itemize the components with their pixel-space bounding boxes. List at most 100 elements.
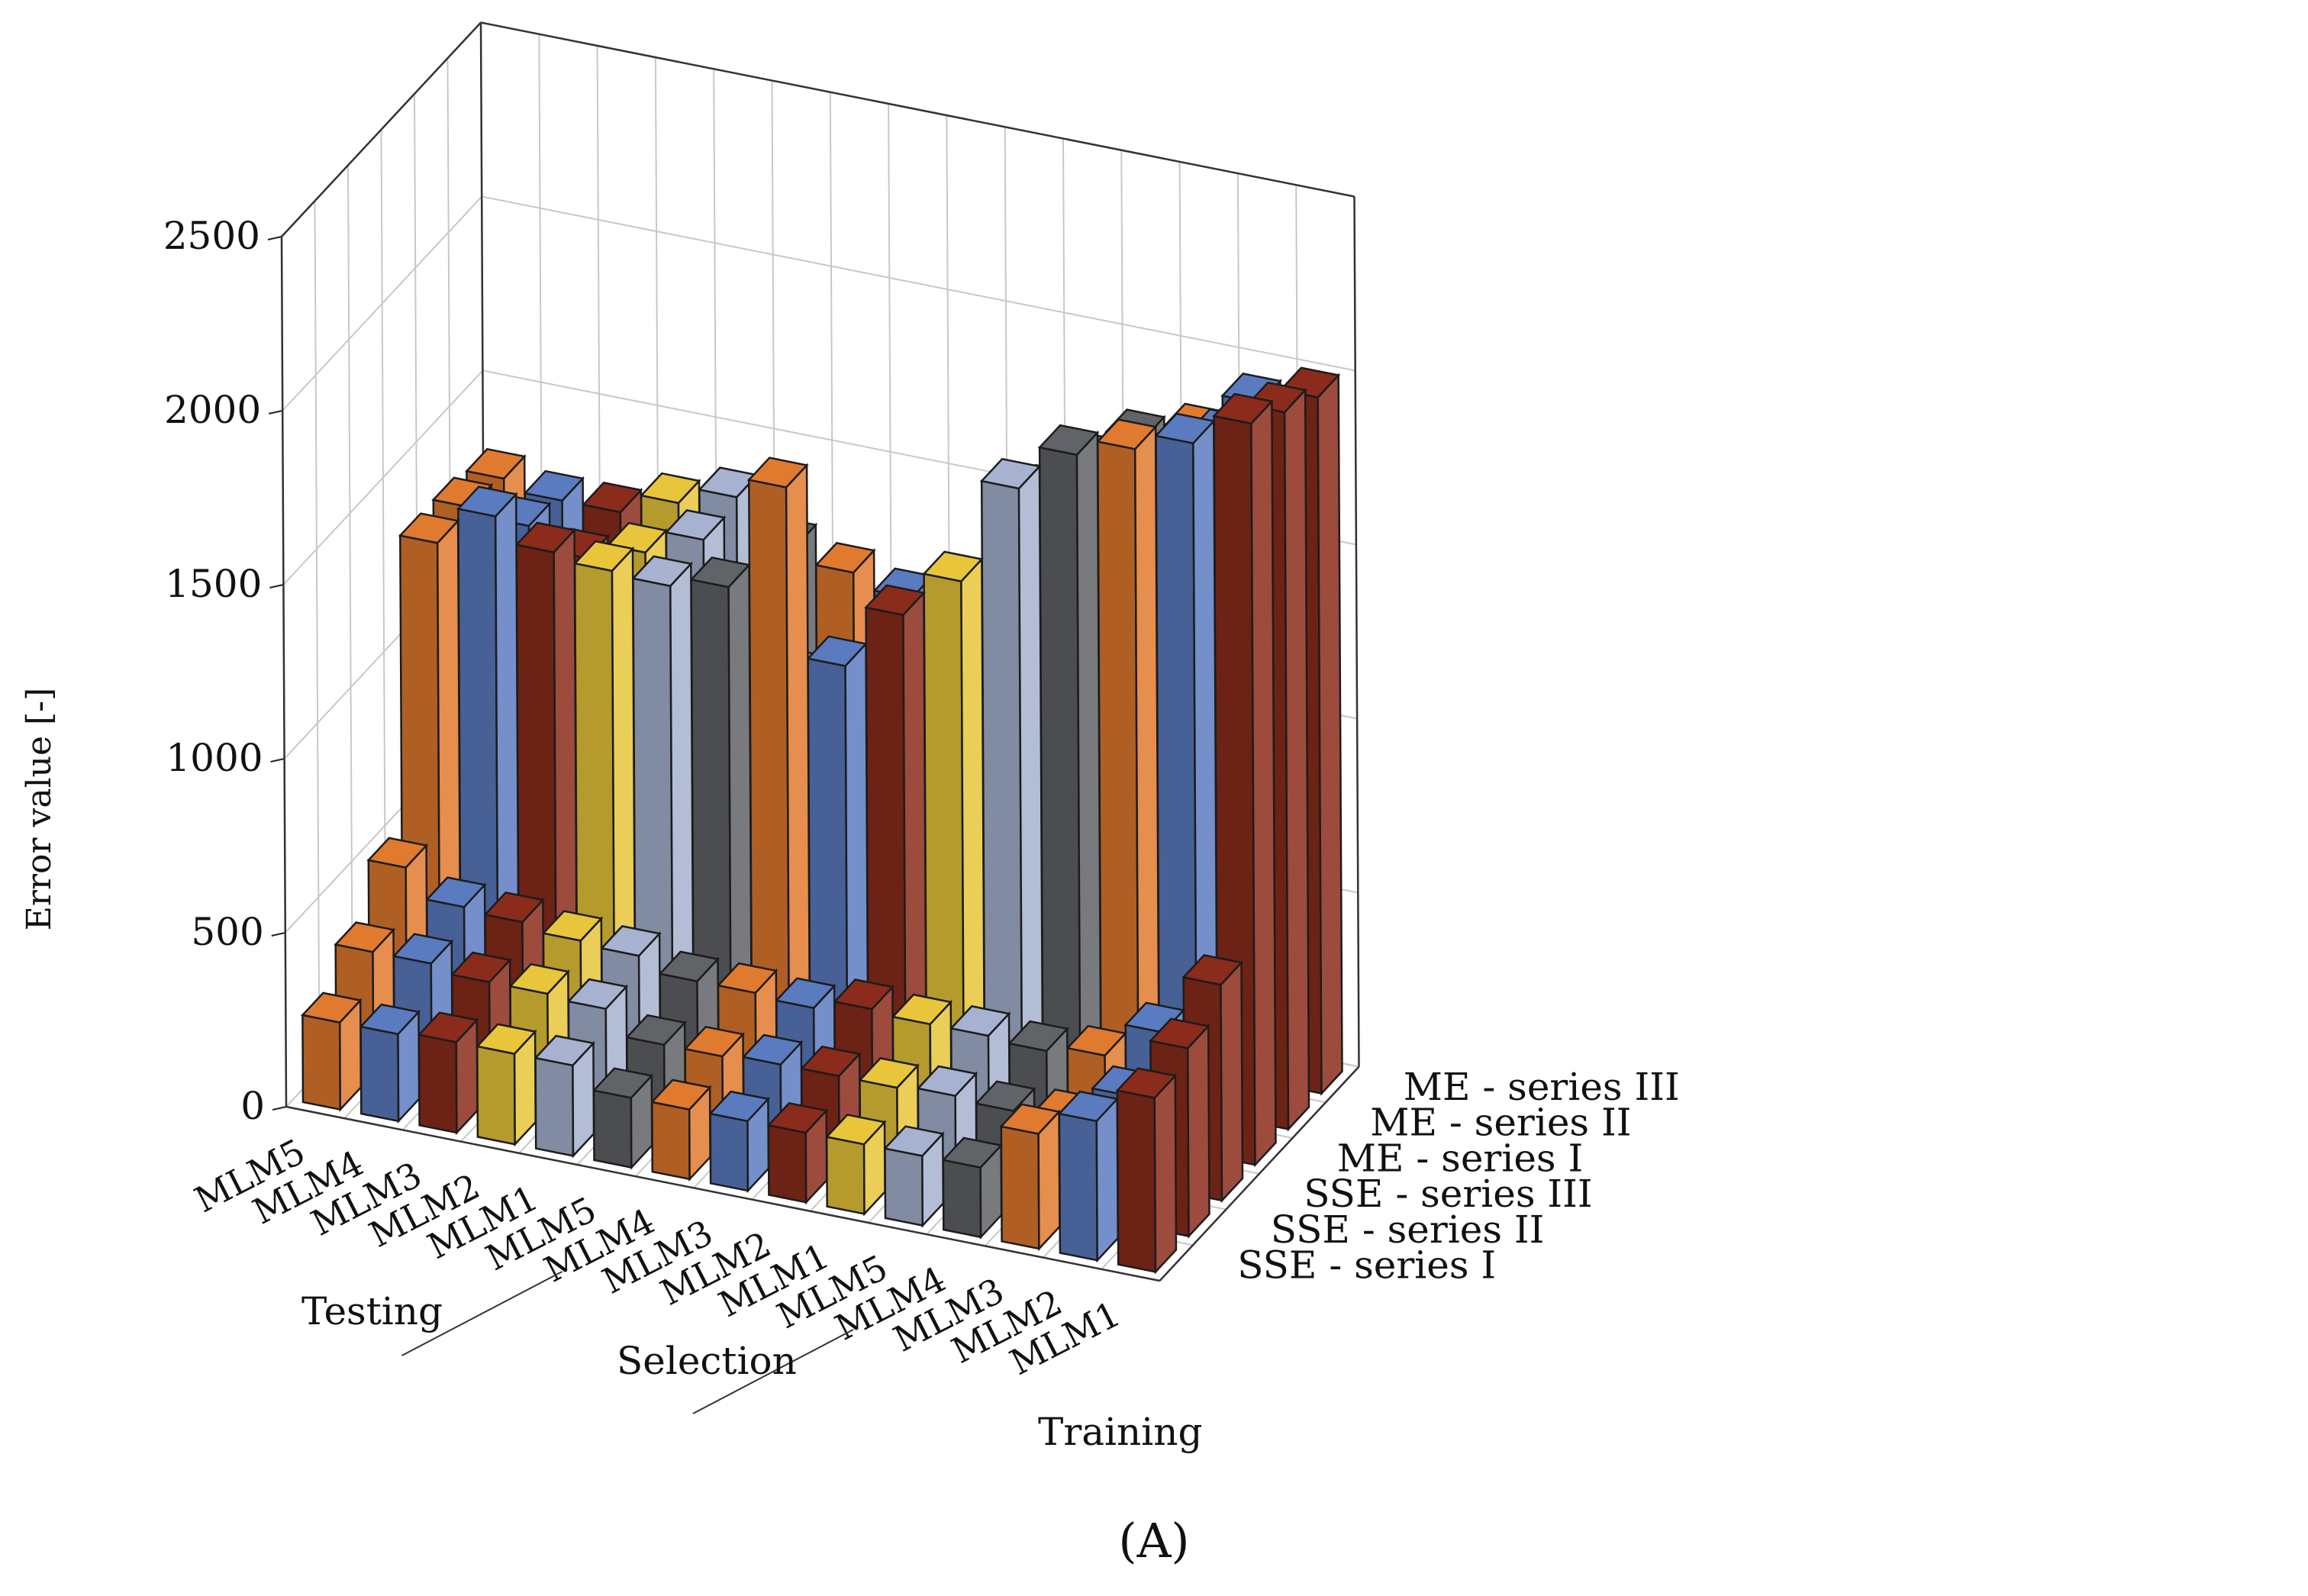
bar-top-face <box>858 1057 920 1089</box>
bar <box>979 457 1044 1121</box>
bar-top-face <box>464 447 527 480</box>
bar-top-face <box>664 509 727 541</box>
bar <box>533 1034 595 1159</box>
group-separator <box>692 1329 854 1414</box>
bar-front-face <box>942 1159 982 1239</box>
group-label-training: Training <box>1038 1410 1202 1454</box>
group-label-testing: Testing <box>301 1289 443 1333</box>
y-tick-label: 0 <box>240 1084 265 1128</box>
chart-bars <box>300 366 1343 1275</box>
bar-top-face <box>1065 1024 1128 1057</box>
bar-top-face <box>979 457 1042 490</box>
bar-top-face <box>631 555 693 588</box>
bar-top-face <box>599 925 662 957</box>
bar-top-face <box>566 978 629 1011</box>
bar-top-face <box>916 1065 978 1098</box>
y-tick-label: 1000 <box>166 736 263 780</box>
bar-side-face <box>1250 398 1277 1168</box>
bar-top-face <box>572 540 635 572</box>
bar-top-face <box>475 1023 537 1055</box>
bar <box>806 635 869 1086</box>
y-tick-label: 2000 <box>164 388 261 432</box>
axis-edge <box>285 1105 1160 1282</box>
bar-top-face <box>450 951 512 984</box>
axis-edge <box>1159 1066 1360 1282</box>
y-tick-mark <box>271 932 286 937</box>
y-tick-mark <box>270 758 285 763</box>
bar-side-face <box>1186 1024 1210 1239</box>
bar-top-face <box>424 876 487 908</box>
bar-top-face <box>814 542 876 574</box>
bar-front-face <box>1058 1112 1098 1262</box>
bar-front-face <box>592 1089 633 1169</box>
bar-top-face <box>683 1025 745 1058</box>
bar-top-face <box>592 1067 654 1099</box>
bar-front-face <box>651 1101 691 1181</box>
bar-top-face <box>334 921 395 953</box>
bar-top-face <box>1037 424 1100 456</box>
bar-top-face <box>483 892 545 924</box>
bar <box>1115 1067 1178 1275</box>
series-label: ME - series II <box>1370 1101 1631 1145</box>
group-label-selection: Selection <box>617 1339 797 1383</box>
bar-front-face <box>767 1124 807 1204</box>
bar-top-face <box>398 512 460 544</box>
bar-top-face <box>864 584 926 617</box>
bar-top-face <box>514 521 577 553</box>
bar-top-face <box>746 456 809 488</box>
bar-side-face <box>1095 1096 1119 1263</box>
series-label: SSE - series II <box>1271 1207 1545 1252</box>
bar-front-face <box>1000 1125 1040 1250</box>
bar-top-face <box>366 837 429 869</box>
bar-top-face <box>658 950 720 982</box>
bar-top-face <box>833 979 895 1011</box>
bar-top-face <box>891 993 953 1026</box>
bar-front-face <box>884 1147 924 1227</box>
bar-front-face <box>417 1033 458 1134</box>
bar <box>475 1023 537 1147</box>
axis-edge <box>480 21 1355 198</box>
bar-top-face <box>456 485 518 517</box>
bar-top-face <box>1154 412 1216 445</box>
bar-top-face <box>523 469 585 502</box>
bar-top-face <box>922 550 984 582</box>
bar-front-face <box>534 1056 575 1157</box>
y-tick-label: 1500 <box>165 562 262 606</box>
y-tick-label: 500 <box>191 910 263 954</box>
series-label: ME - series III <box>1404 1065 1680 1109</box>
bar-top-face <box>974 1080 1036 1112</box>
bar-top-face <box>1115 1067 1178 1099</box>
grid-line <box>314 201 321 1072</box>
bar-top-face <box>774 977 836 1009</box>
bar-top-face <box>1181 954 1243 986</box>
bar-top-face <box>806 635 868 667</box>
bar-top-face <box>650 1079 712 1111</box>
y-tick-label: 2500 <box>163 214 260 258</box>
bar-top-face <box>824 1114 887 1146</box>
bar-top-face <box>716 962 778 995</box>
axis-edge <box>1353 196 1360 1067</box>
bar <box>941 1137 1004 1240</box>
panel-label: (A) <box>1118 1513 1189 1569</box>
y-tick-mark <box>267 236 282 240</box>
y-tick-mark <box>272 1106 287 1111</box>
bar-top-face <box>941 1137 1004 1169</box>
bar-top-face <box>741 1033 804 1066</box>
bar <box>766 1101 829 1205</box>
bar-top-face <box>1148 1017 1210 1049</box>
y-tick-mark <box>269 584 284 588</box>
bar-top-face <box>541 910 604 942</box>
axis-edge <box>281 21 482 237</box>
bar-top-face <box>1057 1090 1120 1123</box>
grid-line <box>347 165 353 1036</box>
bar <box>1095 418 1161 1144</box>
bar <box>650 1079 712 1182</box>
bar <box>592 1067 654 1170</box>
bar-front-face <box>476 1045 516 1146</box>
series-label: SSE - series III <box>1304 1172 1592 1216</box>
bar-side-face <box>1283 387 1310 1132</box>
bar-top-face <box>883 1125 945 1157</box>
bar-top-face <box>1212 392 1274 425</box>
axis-edge <box>280 236 288 1108</box>
